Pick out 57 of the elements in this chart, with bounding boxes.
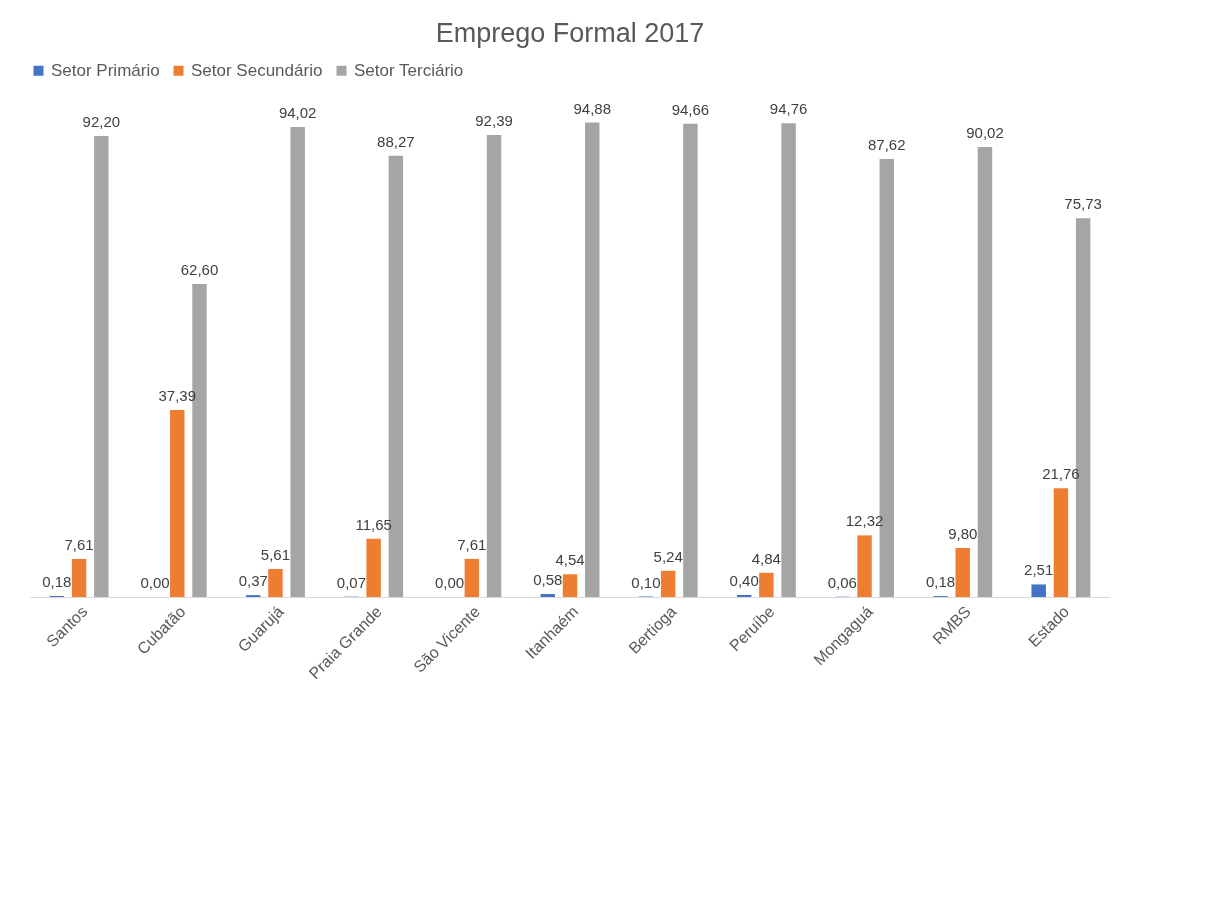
data-label: 0,00 [140,574,170,591]
data-label: 12,32 [845,512,884,530]
bar [71,558,87,597]
data-label: 94,88 [573,99,611,117]
bar [781,123,796,597]
data-label: 0,18 [925,573,956,591]
data-label: 0,10 [631,573,661,591]
bar [955,548,970,597]
bar [170,410,185,597]
data-label: 0,37 [238,572,268,590]
legend-label: Setor Primário [51,60,160,80]
bar [486,135,502,597]
bar [94,136,109,597]
data-label: 9,80 [948,525,978,542]
legend-label: Setor Secundário [191,60,323,80]
bar [464,558,480,597]
data-label: 0,07 [336,573,367,591]
bar [1053,488,1069,597]
bar [585,122,600,597]
data-label: 5,61 [260,545,291,563]
data-label: 0,40 [729,572,759,589]
bar [660,570,676,597]
data-label: 87,62 [868,135,906,153]
data-label: 0,18 [42,573,72,591]
bar [366,538,381,597]
bar [857,535,872,597]
bar [977,146,993,597]
data-label: 94,02 [278,103,317,121]
data-label: 92,39 [475,112,513,130]
data-label: 37,39 [158,387,197,405]
data-label: 88,27 [377,132,415,150]
data-label: 94,76 [769,100,808,118]
data-label: 0,58 [533,571,563,589]
bar [562,574,578,597]
bar [540,594,555,597]
data-label: 75,73 [1064,195,1102,213]
data-label: 7,61 [457,535,487,553]
data-label: 21,76 [1042,465,1080,483]
bar [1031,584,1046,597]
data-label: 11,65 [355,515,392,533]
data-label: 94,66 [671,100,710,118]
data-label: 90,02 [966,123,1004,141]
data-label: 92,20 [82,113,121,130]
data-label: 4,54 [555,551,585,569]
legend-label: Setor Terciário [354,60,464,80]
data-label: 5,24 [653,547,683,565]
bar [683,123,698,597]
data-label: 4,84 [751,549,781,567]
data-label: 62,60 [180,261,219,278]
bar [290,126,305,597]
bar [268,568,283,597]
data-label: 0,06 [827,573,857,591]
bar [759,572,774,597]
data-label: 0,00 [434,574,465,591]
data-label: 7,61 [64,535,94,553]
chart-title: Emprego Formal 2017 [435,18,705,48]
data-label: 2,51 [1024,561,1054,579]
